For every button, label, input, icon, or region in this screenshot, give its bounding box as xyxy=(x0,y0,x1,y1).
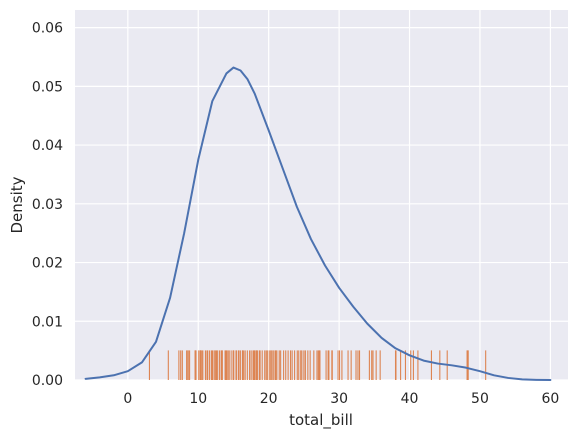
x-axis-label: total_bill xyxy=(289,411,353,430)
x-tick-label: 60 xyxy=(541,391,559,407)
x-tick-label: 40 xyxy=(401,391,419,407)
y-tick-label: 0.02 xyxy=(32,256,63,272)
x-tick-label: 20 xyxy=(260,391,278,407)
y-tick-label: 0.06 xyxy=(32,21,63,37)
y-tick-labels: 0.00 0.01 0.02 0.03 0.04 0.05 0.06 xyxy=(32,21,63,389)
plot-area-background xyxy=(75,10,568,380)
y-tick-label: 0.05 xyxy=(32,79,63,95)
rug-marks xyxy=(148,350,487,380)
y-tick-label: 0.01 xyxy=(32,314,63,330)
y-tick-label: 0.00 xyxy=(32,373,63,389)
x-tick-label: 50 xyxy=(471,391,489,407)
x-tick-label: 10 xyxy=(189,391,207,407)
kde-density-line xyxy=(84,66,552,381)
y-tick-label: 0.03 xyxy=(32,197,63,213)
y-gridlines xyxy=(75,27,568,381)
x-tick-label: 30 xyxy=(330,391,348,407)
x-tick-label: 0 xyxy=(123,391,132,407)
y-tick-label: 0.04 xyxy=(32,138,63,154)
x-tick-labels: 0 10 20 30 40 50 60 xyxy=(123,391,559,407)
x-gridlines xyxy=(127,10,551,380)
y-axis-label: Density xyxy=(8,176,26,233)
